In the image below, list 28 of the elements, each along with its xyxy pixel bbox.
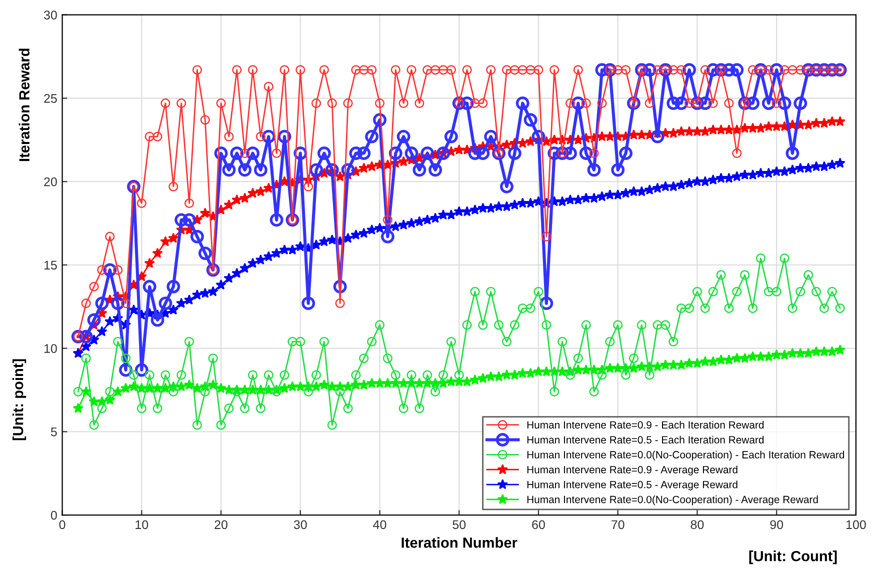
legend-label: Human Intervene Rate=0.9 - Average Reward	[527, 466, 738, 476]
x-tick-label: 50	[452, 520, 466, 530]
y-tick-label: 0	[50, 510, 57, 520]
x-tick-label: 90	[770, 520, 784, 530]
x-tick-label: 10	[136, 520, 148, 530]
legend-label: Human Intervene Rate=0.0(No-Cooperation) - Average Reward	[527, 496, 818, 506]
y-tick-label: 5	[50, 428, 57, 436]
y-tick-label: 30	[44, 10, 57, 20]
x-axis-title: Iteration Number	[402, 537, 518, 548]
x-tick-label: 100	[846, 520, 866, 530]
x-tick-label: 80	[690, 520, 704, 530]
x-tick-label: 30	[294, 520, 307, 530]
y-tick-label: 20	[44, 177, 57, 186]
text: [Unit: point]	[12, 359, 26, 440]
text: [Unit: Count]	[749, 550, 837, 564]
legend-label: Human Intervene Rate=0.9 - Each Iteration Reward	[527, 420, 764, 429]
legend-label: Human Intervene Rate=0.0(No-Cooperation) - Each Iteration Reward	[527, 450, 844, 460]
x-tick-label: 60	[532, 520, 545, 530]
legend-label: Human Intervene Rate=0.5 - Each Iteration Reward	[527, 436, 764, 444]
y-tick-label: 15	[44, 260, 57, 270]
x-tick-label: 0	[59, 520, 66, 530]
legend-label: Human Intervene Rate=0.5 - Average Reward	[527, 480, 738, 490]
x-tick-label: 20	[214, 520, 228, 530]
x-tick-label: 40	[373, 520, 386, 530]
y-axis-title: Iteration Reward	[18, 48, 30, 162]
x-tick-label: 70	[612, 520, 624, 530]
y-tick-label: 10	[44, 344, 57, 353]
y-tick-label: 25	[44, 94, 57, 103]
